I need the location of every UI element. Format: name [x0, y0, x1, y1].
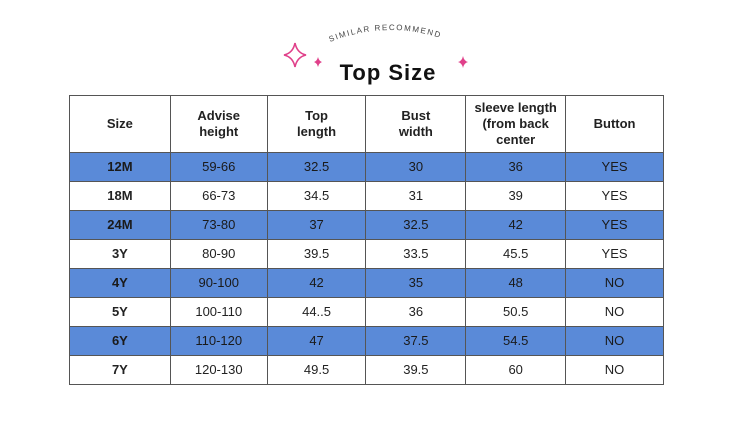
table-cell: 50.5	[465, 297, 567, 327]
column-header: Size	[69, 95, 171, 153]
table-row: 12M 59-66 32.5 30 36 YES	[69, 152, 664, 182]
table-cell: 44..5	[266, 297, 367, 327]
column-header: sleeve length (from back center	[465, 95, 567, 153]
table-cell: 60	[465, 355, 567, 385]
table-cell: 6Y	[69, 326, 171, 356]
table-cell: NO	[565, 268, 664, 298]
title: Top Size	[339, 60, 437, 85]
table-cell: 5Y	[69, 297, 171, 327]
table-cell: 73-80	[169, 210, 268, 240]
table-cell: 36	[465, 152, 567, 182]
table-cell: 39	[465, 181, 567, 211]
table-row: 7Y 120-130 49.5 39.5 60 NO	[69, 355, 664, 385]
table-cell: 42	[266, 268, 367, 298]
table-row: 18M 66-73 34.5 31 39 YES	[69, 181, 664, 211]
table-cell: 45.5	[465, 239, 567, 269]
table-cell: YES	[565, 210, 664, 240]
table-cell: NO	[565, 326, 664, 356]
table-cell: 42	[465, 210, 567, 240]
table-row: 5Y 100-110 44..5 36 50.5 NO	[69, 297, 664, 327]
table-cell: 100-110	[169, 297, 268, 327]
table-cell: 120-130	[169, 355, 268, 385]
arc-text: SIMILAR RECOMMEND	[328, 23, 443, 44]
table-cell: 39.5	[266, 239, 367, 269]
table-cell: YES	[565, 181, 664, 211]
table-cell: 54.5	[465, 326, 567, 356]
header-row: Size Advise height Top length Bust width sle…	[69, 95, 664, 153]
table-cell: 32.5	[266, 152, 367, 182]
table-cell: 31	[365, 181, 467, 211]
table-row: 4Y 90-100 42 35 48 NO	[69, 268, 664, 298]
decoration: SIMILAR RECOMMEND	[283, 23, 468, 68]
table-row: 6Y 110-120 47 37.5 54.5 NO	[69, 326, 664, 356]
table-cell: 3Y	[69, 239, 171, 269]
table-cell: 80-90	[169, 239, 268, 269]
table-cell: 39.5	[365, 355, 467, 385]
column-header: Button	[565, 95, 664, 153]
sparkle	[458, 56, 468, 68]
sparkle	[283, 42, 307, 68]
size-table: Size Advise height Top length Bust width sle…	[69, 95, 664, 385]
column-header: Bust width	[365, 95, 467, 153]
table-cell: 4Y	[69, 268, 171, 298]
table-cell: 48	[465, 268, 567, 298]
table-cell: 18M	[69, 181, 171, 211]
table-row: 24M 73-80 37 32.5 42 YES	[69, 210, 664, 240]
table-cell: 36	[365, 297, 467, 327]
table-cell: 110-120	[169, 326, 268, 356]
table-cell: 12M	[69, 152, 171, 182]
table-cell: YES	[565, 152, 664, 182]
table-cell: 49.5	[266, 355, 367, 385]
table-cell: 66-73	[169, 181, 268, 211]
table-cell: 7Y	[69, 355, 171, 385]
table-cell: 24M	[69, 210, 171, 240]
table-cell: NO	[565, 355, 664, 385]
table-cell: NO	[565, 297, 664, 327]
table-cell: 37	[266, 210, 367, 240]
sparkle	[314, 57, 322, 67]
column-header: Top length	[266, 95, 367, 153]
table-cell: YES	[565, 239, 664, 269]
column-header: Advise height	[169, 95, 268, 153]
table-cell: 32.5	[365, 210, 467, 240]
table-row: 3Y 80-90 39.5 33.5 45.5 YES	[69, 239, 664, 269]
table-cell: 59-66	[169, 152, 268, 182]
table-cell: 47	[266, 326, 367, 356]
arc-text-path: SIMILAR RECOMMEND	[328, 23, 442, 44]
table-cell: 33.5	[365, 239, 467, 269]
table-cell: 37.5	[365, 326, 467, 356]
table-cell: 90-100	[169, 268, 268, 298]
table-cell: 35	[365, 268, 467, 298]
table-cell: 34.5	[266, 181, 367, 211]
table-cell: 30	[365, 152, 467, 182]
